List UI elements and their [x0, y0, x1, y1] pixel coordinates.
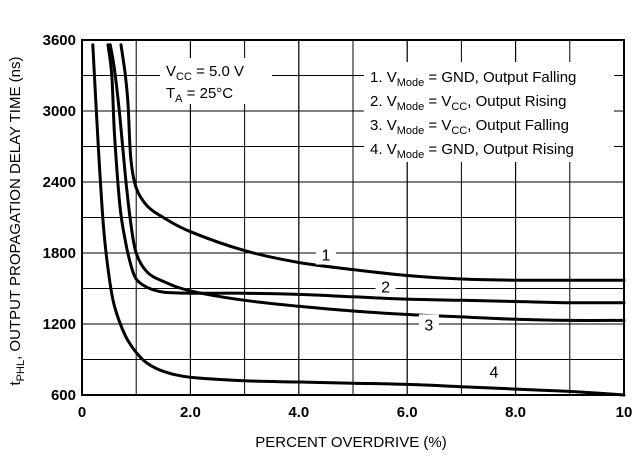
legend-entry-2: 2. VMode = VCC, Output Rising — [370, 93, 566, 113]
curve-label-bg-2 — [375, 276, 396, 297]
y-tick-label-0: 600 — [51, 387, 76, 404]
legend: 1. VMode = GND, Output Falling 2. VMode … — [370, 69, 576, 161]
x-tick-labels: 0 2.0 4.0 6.0 8.0 10 — [78, 404, 633, 421]
curve-label-3: 3 — [424, 317, 433, 334]
series-curve-4 — [91, 43, 626, 397]
x-tick-label-4: 8.0 — [505, 404, 526, 421]
series-curve-2 — [106, 43, 626, 305]
y-tick-label-2: 1800 — [43, 245, 76, 262]
curve-label-bg-4 — [483, 361, 504, 382]
legend-entry-3: 3. VMode = VCC, Output Falling — [370, 117, 569, 137]
vcc-condition: VCC = 5.0 V — [166, 63, 244, 83]
series-curve-3 — [108, 43, 626, 322]
series-curves — [91, 43, 626, 397]
y-tick-label-1: 1200 — [43, 316, 76, 333]
series-curve-1 — [119, 43, 626, 282]
y-tick-labels: 600 1200 1800 2400 3000 3600 — [43, 32, 76, 404]
x-tick-label-1: 2.0 — [180, 404, 201, 421]
y-tick-label-4: 3000 — [43, 103, 76, 120]
y-tick-label-5: 3600 — [43, 32, 76, 49]
curve-label-bg-3 — [418, 314, 439, 335]
x-tick-label-0: 0 — [78, 404, 86, 421]
y-tick-label-3: 2400 — [43, 174, 76, 191]
curve-label-4: 4 — [489, 365, 498, 382]
curve-label-bg-1 — [315, 244, 336, 265]
x-axis-title: PERCENT OVERDRIVE (%) — [255, 434, 446, 451]
curve-labels: 1 2 3 4 — [315, 244, 504, 382]
x-tick-label-3: 6.0 — [397, 404, 418, 421]
curve-label-1: 1 — [321, 248, 330, 265]
y-axis-title: tPHL, OUTPUT PROPAGATION DELAY TIME (ns) — [7, 57, 27, 386]
conditions-background — [160, 58, 272, 104]
plot-frame — [81, 39, 625, 396]
legend-entry-4: 4. VMode = GND, Output Rising — [370, 141, 574, 161]
ta-condition: TA = 25°C — [166, 85, 233, 105]
test-conditions: VCC = 5.0 V TA = 25°C — [166, 63, 244, 105]
plot-border — [81, 39, 625, 396]
curve-label-2: 2 — [381, 280, 390, 297]
x-tick-label-2: 4.0 — [288, 404, 309, 421]
legend-entry-1: 1. VMode = GND, Output Falling — [370, 69, 576, 89]
legend-background — [364, 62, 614, 162]
x-tick-label-5: 10 — [616, 404, 633, 421]
